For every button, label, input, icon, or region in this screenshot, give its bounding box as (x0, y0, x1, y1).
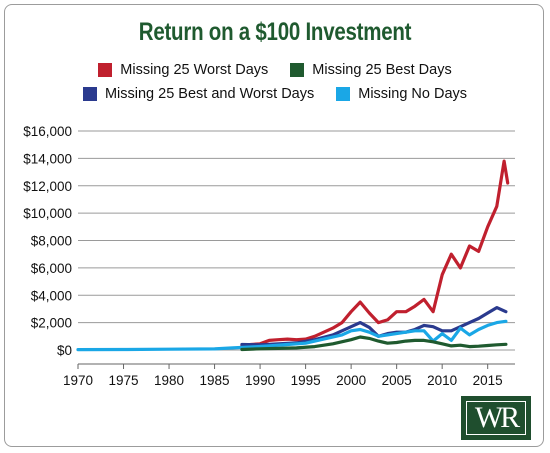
x-tick-label: 1995 (291, 373, 321, 388)
legend-row-1: Missing 25 Worst Days Missing 25 Best Da… (0, 62, 550, 78)
x-tick-label: 2000 (336, 373, 366, 388)
y-tick-label: $14,000 (23, 151, 72, 166)
x-tick-label: 2010 (427, 373, 457, 388)
x-tick-label: 1975 (108, 373, 138, 388)
wr-logo-mark: WR (466, 401, 526, 435)
legend-item-worst: Missing 25 Worst Days (98, 62, 268, 78)
legend-label-no-days: Missing No Days (358, 86, 468, 102)
legend-swatch-worst (98, 63, 113, 77)
chart-title: Return on a $100 Investment (138, 18, 412, 46)
legend-swatch-no-days (336, 87, 351, 101)
y-tick-label: $16,000 (23, 124, 72, 139)
y-tick-label: $2,000 (31, 316, 72, 331)
series-line-best-days (240, 335, 508, 352)
x-tick-label: 1980 (154, 373, 184, 388)
chart-frame (4, 4, 544, 447)
y-tick-label: $12,000 (23, 179, 72, 194)
y-tick-label: $0 (57, 343, 72, 358)
x-tick-label: 1970 (63, 373, 93, 388)
x-tick-label: 1990 (245, 373, 275, 388)
legend-label-worst: Missing 25 Worst Days (120, 62, 269, 78)
series-line-no-days (76, 319, 508, 352)
x-tick-label: 2005 (382, 373, 412, 388)
series-line-worst-days (240, 159, 510, 348)
x-tick-label: 1985 (200, 373, 230, 388)
legend-label-best-worst: Missing 25 Best and Worst Days (104, 86, 315, 102)
y-tick-label: $4,000 (31, 288, 72, 303)
wr-logo: WR (461, 396, 531, 440)
legend-swatch-best-worst (82, 87, 97, 101)
y-tick-label: $8,000 (31, 234, 72, 249)
legend-item-no-days: Missing No Days (336, 86, 467, 102)
x-tick-label: 2015 (473, 373, 503, 388)
legend-row-2: Missing 25 Best and Worst Days Missing N… (0, 86, 550, 102)
legend-label-best: Missing 25 Best Days (312, 62, 452, 78)
legend-swatch-best (290, 63, 305, 77)
y-tick-label: $6,000 (31, 261, 72, 276)
legend-item-best-worst: Missing 25 Best and Worst Days (82, 86, 315, 102)
legend-item-best: Missing 25 Best Days (290, 62, 452, 78)
y-tick-label: $10,000 (23, 206, 72, 221)
